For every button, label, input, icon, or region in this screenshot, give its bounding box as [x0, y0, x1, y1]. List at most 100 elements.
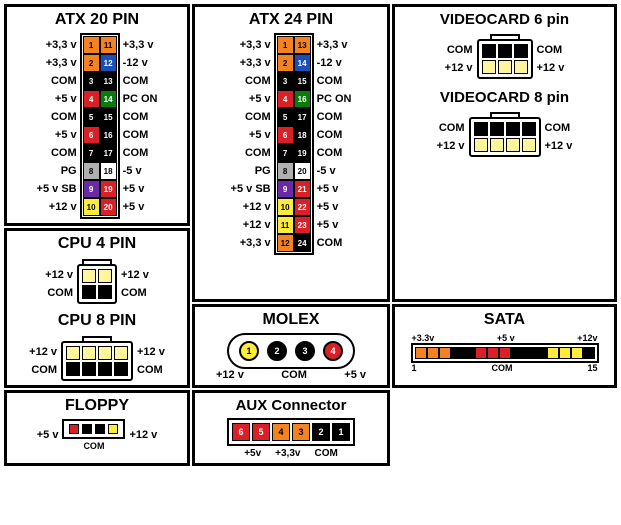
aux-cell: AUX Connector 654321 +5v +3,3v COM: [192, 390, 390, 466]
atx24-pin-6: 6: [277, 126, 294, 144]
aux-conn: 654321: [227, 418, 355, 446]
atx24-cell: ATX 24 PIN +3,3 v+3,3 vCOM+5 vCOM+5 vCOM…: [192, 4, 390, 302]
cpu8-pin-6: [98, 362, 112, 376]
sata-pin-3: [439, 347, 451, 359]
atx20-pin-18: 18: [100, 162, 117, 180]
sata-bm: COM: [492, 363, 513, 373]
atx20-pin-4: 4: [83, 90, 100, 108]
aux-pin-1: 1: [332, 423, 350, 441]
aux-title: AUX Connector: [236, 397, 347, 414]
cpu4-pin-0: [82, 269, 96, 283]
atx24-pin-14: 14: [294, 54, 311, 72]
aux-lab1: +3,3v: [275, 448, 300, 459]
pcie6-title: VIDEOCARD 6 pin: [440, 11, 569, 28]
atx24-pin-5: 5: [277, 108, 294, 126]
cpu-cell: CPU 4 PIN +12 v COM +12 v COM CPU 8 PIN: [4, 228, 190, 388]
cpu8-l0: +12 v: [29, 343, 57, 361]
atx24-pin-15: 15: [294, 72, 311, 90]
pcie8-r1: +12 v: [545, 137, 573, 155]
floppy-l: +5 v: [37, 429, 59, 441]
sata-pin-2: [427, 347, 439, 359]
cpu4-l0: +12 v: [45, 266, 73, 284]
atx24-pin-11: 11: [277, 216, 294, 234]
pcie6-l0: COM: [447, 41, 473, 59]
cpu8-l1: COM: [31, 361, 57, 379]
atx20-pin-7: 7: [83, 144, 100, 162]
cpu4-r0: +12 v: [121, 266, 149, 284]
atx24-pin-3: 3: [277, 72, 294, 90]
atx24-body: +3,3 v+3,3 vCOM+5 vCOM+5 vCOMPG+5 v SB+1…: [231, 33, 352, 255]
molex-r: +5 v: [344, 369, 366, 381]
atx24-title: ATX 24 PIN: [249, 11, 333, 29]
pcie6-r0: COM: [537, 41, 565, 59]
molex-pin-1: 1: [239, 341, 259, 361]
atx24-pin-24: 24: [294, 234, 311, 252]
aux-pin-3: 3: [292, 423, 310, 441]
pcie8-pin-3: [522, 122, 536, 136]
floppy-pin-3: [108, 424, 118, 434]
pcie8-pin-6: [506, 138, 520, 152]
atx20-pin-17: 17: [100, 144, 117, 162]
atx24-pin-2: 2: [277, 54, 294, 72]
sata-t2: +12v: [577, 333, 597, 343]
atx24-pin-9: 9: [277, 180, 294, 198]
atx20-pin-16: 16: [100, 126, 117, 144]
sata-pin-8: [499, 347, 511, 359]
sata-t0: +3.3v: [412, 333, 435, 343]
cpu4-l1: COM: [47, 284, 73, 302]
atx20-pin-15: 15: [100, 108, 117, 126]
sata-pin-4: [451, 347, 463, 359]
aux-lab2: COM: [314, 448, 337, 459]
pcie8-title: VIDEOCARD 8 pin: [440, 89, 569, 106]
floppy-com: COM: [83, 441, 104, 451]
pcie6-pin-3: [482, 60, 496, 74]
floppy-r: +12 v: [129, 429, 157, 441]
sata-pin-15: [583, 347, 595, 359]
atx20-pin-2: 2: [83, 54, 100, 72]
pcie8-pin-0: [474, 122, 488, 136]
atx20-title: ATX 20 PIN: [55, 11, 139, 29]
pcie6-pin-5: [514, 60, 528, 74]
cpu4-title: CPU 4 PIN: [58, 235, 136, 253]
pcie6-pin-4: [498, 60, 512, 74]
molex-pin-3: 3: [295, 341, 315, 361]
atx24-pin-10: 10: [277, 198, 294, 216]
atx20-pin-5: 5: [83, 108, 100, 126]
atx20-pin-12: 12: [100, 54, 117, 72]
cpu8-pin-4: [66, 362, 80, 376]
molex-conn: 1234: [227, 333, 355, 369]
atx20-pin-3: 3: [83, 72, 100, 90]
sata-pin-10: [523, 347, 535, 359]
aux-pin-2: 2: [312, 423, 330, 441]
molex-l: +12 v: [216, 369, 244, 381]
pcie8-r0: COM: [545, 119, 573, 137]
cpu4-conn: [77, 264, 117, 304]
atx20-pin-6: 6: [83, 126, 100, 144]
atx24-pin-12: 12: [277, 234, 294, 252]
sata-pin-11: [535, 347, 547, 359]
atx24-pin-4: 4: [277, 90, 294, 108]
molex-cell: MOLEX 1234 +12 v COM +5 v: [192, 304, 390, 388]
sata-title: SATA: [484, 311, 525, 329]
atx24-pin-13: 13: [294, 36, 311, 54]
aux-lab0: +5v: [244, 448, 261, 459]
atx24-pin-8: 8: [277, 162, 294, 180]
sata-pin-1: [415, 347, 427, 359]
atx20-pin-block: 1112123134145156167178189191020: [80, 33, 120, 219]
atx20-pin-13: 13: [100, 72, 117, 90]
pcie8-pin-7: [522, 138, 536, 152]
pcie6-r1: +12 v: [537, 59, 565, 77]
atx20-pin-9: 9: [83, 180, 100, 198]
sata-pin-7: [487, 347, 499, 359]
atx20-pin-19: 19: [100, 180, 117, 198]
atx20-body: +3,3 v+3,3 vCOM+5 vCOM+5 vCOMPG+5 v SB+1…: [37, 33, 158, 219]
pcie6-pin-1: [498, 44, 512, 58]
cpu4-pin-1: [98, 269, 112, 283]
atx24-pin-7: 7: [277, 144, 294, 162]
atx24-pin-22: 22: [294, 198, 311, 216]
pcie6-pin-0: [482, 44, 496, 58]
cpu8-conn: [61, 341, 133, 381]
pcie8-pin-5: [490, 138, 504, 152]
sata-pin-9: [511, 347, 523, 359]
pcie8-pin-2: [506, 122, 520, 136]
